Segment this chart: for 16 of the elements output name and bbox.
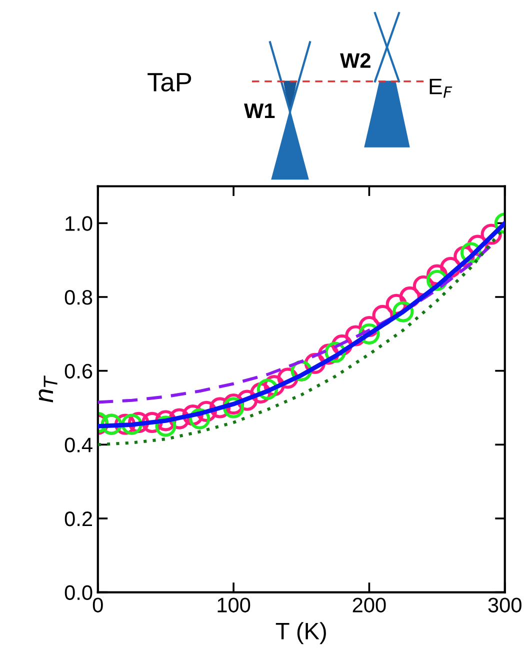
x-tick-label: 0 [92,598,103,612]
x-tick-label: 200 [352,598,386,612]
x-tick-label: 300 [488,598,522,612]
text: W1 [244,104,275,118]
y-tick-label: 0.0 [64,585,92,600]
x-tick-label: 100 [218,598,250,612]
text: TaP [148,73,192,92]
y-axis-title: n$_{T}$ [38,375,58,402]
y-tick-label: 1.0 [66,216,92,231]
text: W2 [340,53,370,68]
y-tick-label: 0.2 [64,511,92,526]
y-tick-label: 0.8 [64,290,92,305]
text: E$_{F}$ [430,78,452,98]
y-tick-label: 0.6 [64,364,92,379]
y-tick-label: 0.4 [64,438,92,452]
x-axis-title: T (K) [276,622,326,644]
